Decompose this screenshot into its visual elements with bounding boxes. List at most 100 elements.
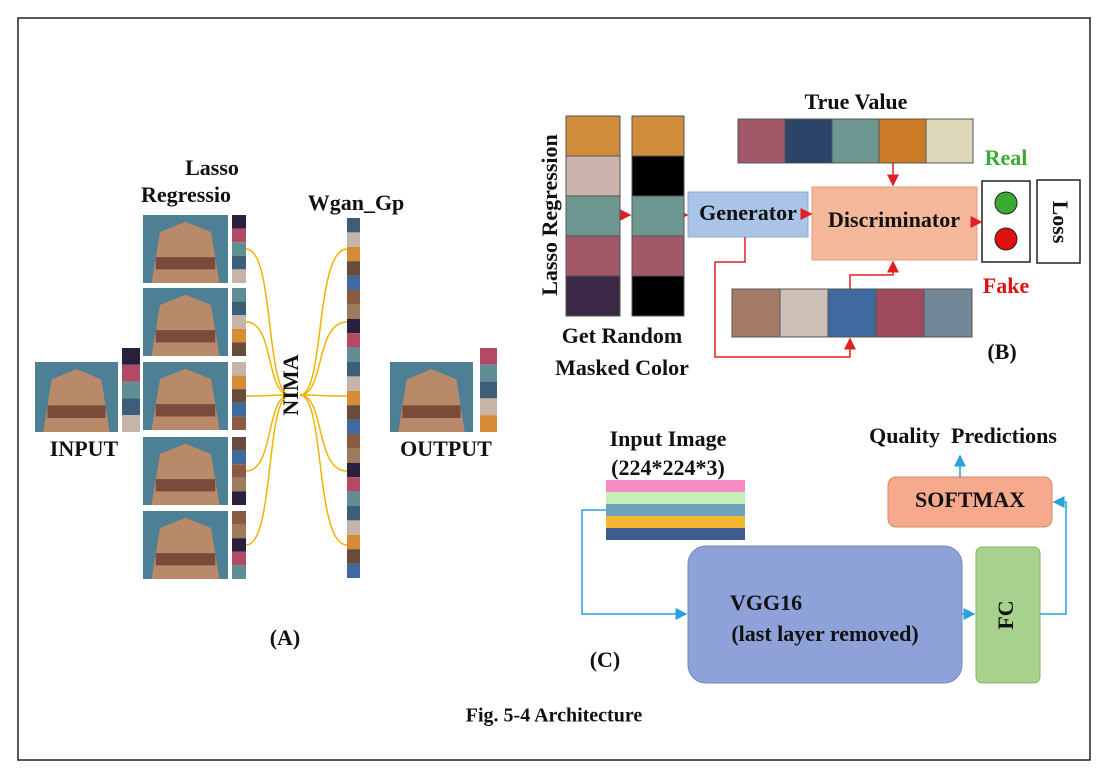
swatch [347,477,360,492]
predictions-label: Quality Predictions [869,423,1057,448]
generator-label: Generator [699,200,797,225]
swatch [232,538,246,552]
swatch [347,246,360,262]
random-label: Get Random [562,323,682,348]
robe-band [155,404,216,417]
link [299,248,348,396]
caption: Fig. 5-4 Architecture [466,705,643,727]
input-image-label: (224*224*3) [611,455,725,480]
fake-label: Fake [983,273,1030,298]
swatch [232,228,246,243]
output-label: OUTPUT [400,436,492,461]
swatch [122,364,140,382]
swatch [347,376,360,391]
swatch [480,348,497,365]
swatch [347,534,360,550]
color-block [631,235,685,277]
input-stripe [606,480,745,492]
swatch [347,434,360,449]
panel-b-graphics [565,115,1081,358]
swatch [347,563,360,578]
color-block [631,155,685,197]
swatch [347,419,360,434]
nima-label: NIMA [278,354,303,415]
swatch [232,301,246,316]
swatch [347,462,360,478]
swatch [347,362,360,377]
link [245,248,291,396]
swatch [347,491,360,506]
input-image-label: Input Image [610,426,727,451]
swatch [232,551,246,566]
lasso-label: Regressio [141,182,231,207]
swatch [347,390,360,406]
input-stripe [606,516,745,528]
link [245,394,291,397]
swatch [480,364,497,382]
color-block [565,195,621,237]
swatch [347,405,360,420]
swatch [347,318,360,334]
swatch [347,347,360,362]
swatch [232,389,246,403]
link [245,394,291,472]
link [299,394,348,546]
swatch [232,491,246,505]
fake-dot [994,227,1018,251]
link [245,394,291,546]
swatch [232,402,246,417]
swatch [232,362,246,376]
panel-label: (C) [590,647,621,672]
swatch [347,448,360,463]
swatch [480,398,497,416]
robe-band [155,479,216,492]
softmax-box [887,476,1053,528]
lasso-vertical-label: Lasso Regression [537,134,562,296]
swatch [347,333,360,348]
color-block [923,288,973,338]
color-block [565,115,621,157]
fc-box [975,546,1041,684]
swatch [232,288,246,302]
robe-band [402,405,461,418]
fc-label: FC [993,600,1018,629]
link [299,394,348,472]
color-block [565,235,621,277]
swatch [122,398,140,416]
color-block [737,118,786,164]
color-block [631,275,685,317]
input-label: INPUT [50,436,119,461]
swatch [232,524,246,539]
swatch [232,450,246,465]
generator-box [687,191,809,238]
robe-band [155,553,216,566]
swatch [347,218,360,233]
swatch [347,261,360,276]
input-stripe [606,504,745,516]
color-block [784,118,833,164]
frame [17,17,1091,761]
color-block [631,195,685,237]
input-stripe [606,528,745,540]
swatch [122,415,140,432]
real-label: Real [985,145,1028,170]
robe-band [155,257,216,270]
swatch [480,415,497,432]
lasso-label: Lasso [185,155,239,180]
swatch [347,549,360,564]
arrow [849,260,899,289]
swatch [232,511,246,525]
link [245,321,291,396]
swatch [347,506,360,521]
swatch [122,348,140,365]
robe-band [47,405,106,418]
random-label: Masked Color [555,355,689,380]
arrow [581,509,688,620]
swatch [347,232,360,247]
swatch [232,215,246,229]
swatch [232,416,246,430]
discriminator-box [811,186,978,261]
color-block [878,118,927,164]
swatch [232,315,246,329]
softmax-label: SOFTMAX [915,487,1025,512]
